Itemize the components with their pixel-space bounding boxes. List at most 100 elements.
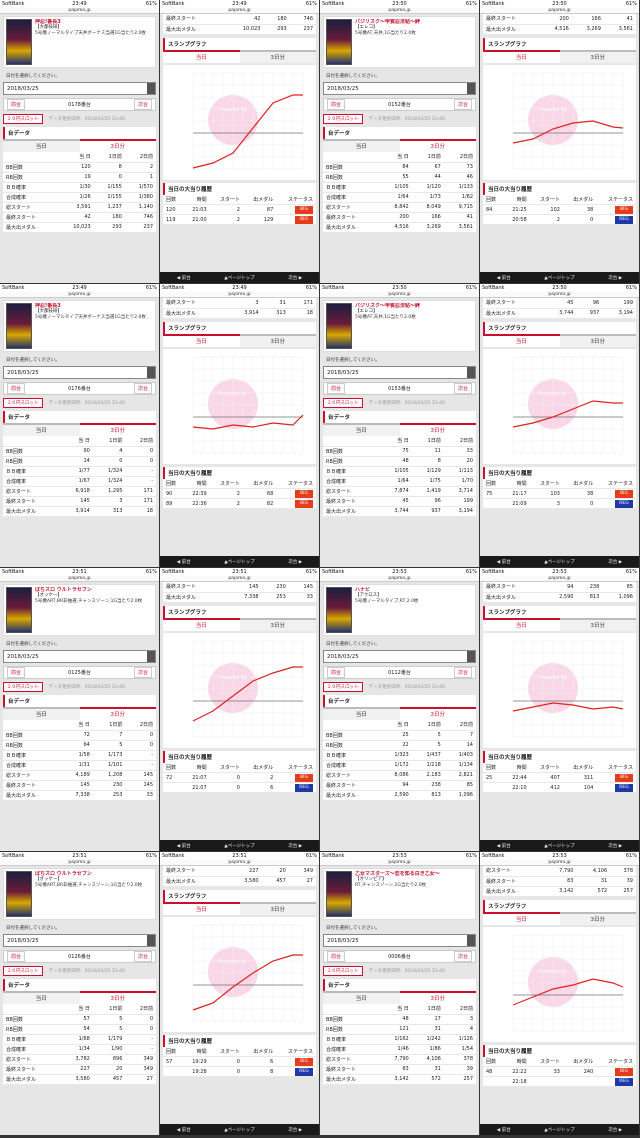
tab-3day[interactable]: 3日分 xyxy=(399,707,476,720)
tab-today[interactable]: 当日 xyxy=(483,333,560,347)
machine-name[interactable]: ハナビ xyxy=(355,587,371,593)
prev-unit-link[interactable]: ◀ 前台 xyxy=(176,843,191,849)
prev-unit-link[interactable]: ◀ 前台 xyxy=(496,1127,511,1133)
next-unit-link[interactable]: 次台 ▶ xyxy=(608,843,623,849)
date-select[interactable]: 2018/03/25 xyxy=(323,650,476,663)
tab-today[interactable]: 当日 xyxy=(3,707,80,720)
slot-type-button[interactable]: ２０円スロット xyxy=(323,966,363,976)
url-bar[interactable]: papimo.jp xyxy=(320,8,479,14)
url-bar[interactable]: papimo.jp xyxy=(480,292,639,298)
prev-unit-button[interactable]: 前台 xyxy=(327,667,346,678)
prev-unit-link[interactable]: ◀ 前台 xyxy=(496,843,511,849)
slot-type-button[interactable]: ２０円スロット xyxy=(323,682,363,692)
slot-type-button[interactable]: ２０円スロット xyxy=(3,398,43,408)
tab-today[interactable]: 当日 xyxy=(483,49,560,63)
tab-today[interactable]: 当日 xyxy=(163,333,240,347)
url-bar[interactable]: papimo.jp xyxy=(160,576,319,582)
page-top-link[interactable]: ▲ページトップ xyxy=(544,559,575,565)
machine-name[interactable]: バジリスク〜甲賀忍法帖〜絆 xyxy=(355,303,421,309)
tab-today[interactable]: 当日 xyxy=(163,49,240,63)
machine-name[interactable]: ぱちスロ ウルトラセブン xyxy=(35,587,92,593)
url-bar[interactable]: papimo.jp xyxy=(160,860,319,866)
page-top-link[interactable]: ▲ページトップ xyxy=(224,275,255,281)
tab-3day[interactable]: 3日分 xyxy=(239,901,316,915)
slot-type-button[interactable]: ２０円スロット xyxy=(3,114,43,124)
page-top-link[interactable]: ▲ページトップ xyxy=(544,1127,575,1133)
url-bar[interactable]: papimo.jp xyxy=(480,860,639,866)
prev-unit-button[interactable]: 前台 xyxy=(327,383,346,394)
url-bar[interactable]: papimo.jp xyxy=(160,292,319,298)
tab-3day[interactable]: 3日分 xyxy=(79,707,156,720)
page-top-link[interactable]: ▲ページトップ xyxy=(544,275,575,281)
next-unit-link[interactable]: 次台 ▶ xyxy=(608,559,623,565)
tab-3day[interactable]: 3日分 xyxy=(239,333,316,347)
next-unit-button[interactable]: 次台 xyxy=(133,951,152,962)
tab-3day[interactable]: 3日分 xyxy=(399,991,476,1004)
date-select[interactable]: 2018/03/25 xyxy=(3,366,156,379)
url-bar[interactable]: papimo.jp xyxy=(320,860,479,866)
date-select[interactable]: 2018/03/25 xyxy=(3,934,156,947)
tab-today[interactable]: 当日 xyxy=(323,423,400,436)
next-unit-button[interactable]: 次台 xyxy=(453,667,472,678)
machine-name[interactable]: バジリスク〜甲賀忍法帖〜絆 xyxy=(355,19,421,25)
prev-unit-button[interactable]: 前台 xyxy=(7,667,26,678)
date-select[interactable]: 2018/03/25 xyxy=(3,650,156,663)
page-top-link[interactable]: ▲ページトップ xyxy=(544,843,575,849)
slot-type-button[interactable]: ２０円スロット xyxy=(3,682,43,692)
slot-type-button[interactable]: ２０円スロット xyxy=(3,966,43,976)
page-top-link[interactable]: ▲ページトップ xyxy=(224,1127,255,1133)
tab-today[interactable]: 当日 xyxy=(323,707,400,720)
tab-today[interactable]: 当日 xyxy=(163,617,240,631)
tab-today[interactable]: 当日 xyxy=(483,911,560,925)
prev-unit-link[interactable]: ◀ 前台 xyxy=(176,1127,191,1133)
prev-unit-link[interactable]: ◀ 前台 xyxy=(496,559,511,565)
url-bar[interactable]: papimo.jp xyxy=(0,860,159,866)
url-bar[interactable]: papimo.jp xyxy=(0,8,159,14)
tab-today[interactable]: 当日 xyxy=(3,139,80,152)
date-select[interactable]: 2018/03/25 xyxy=(323,82,476,95)
machine-name[interactable]: 乙女マスターズ〜恋を知る白き乙女〜 xyxy=(355,871,440,877)
tab-today[interactable]: 当日 xyxy=(323,991,400,1004)
tab-3day[interactable]: 3日分 xyxy=(79,423,156,436)
prev-unit-link[interactable]: ◀ 前台 xyxy=(496,275,511,281)
tab-3day[interactable]: 3日分 xyxy=(239,49,316,63)
tab-3day[interactable]: 3日分 xyxy=(559,617,636,631)
next-unit-link[interactable]: 次台 ▶ xyxy=(288,275,303,281)
page-top-link[interactable]: ▲ページトップ xyxy=(224,843,255,849)
tab-today[interactable]: 当日 xyxy=(483,617,560,631)
tab-3day[interactable]: 3日分 xyxy=(399,139,476,152)
next-unit-button[interactable]: 次台 xyxy=(133,383,152,394)
tab-today[interactable]: 当日 xyxy=(3,423,80,436)
prev-unit-button[interactable]: 前台 xyxy=(7,383,26,394)
tab-3day[interactable]: 3日分 xyxy=(399,423,476,436)
next-unit-link[interactable]: 次台 ▶ xyxy=(608,275,623,281)
next-unit-button[interactable]: 次台 xyxy=(133,667,152,678)
url-bar[interactable]: papimo.jp xyxy=(320,576,479,582)
next-unit-button[interactable]: 次台 xyxy=(133,99,152,110)
tab-today[interactable]: 当日 xyxy=(3,991,80,1004)
prev-unit-link[interactable]: ◀ 前台 xyxy=(176,275,191,281)
url-bar[interactable]: papimo.jp xyxy=(0,292,159,298)
next-unit-link[interactable]: 次台 ▶ xyxy=(288,559,303,565)
page-top-link[interactable]: ▲ページトップ xyxy=(224,559,255,565)
next-unit-button[interactable]: 次台 xyxy=(453,99,472,110)
tab-today[interactable]: 当日 xyxy=(323,139,400,152)
prev-unit-link[interactable]: ◀ 前台 xyxy=(176,559,191,565)
next-unit-link[interactable]: 次台 ▶ xyxy=(608,1127,623,1133)
machine-name[interactable]: 押忍!番長3 xyxy=(35,19,61,25)
url-bar[interactable]: papimo.jp xyxy=(0,576,159,582)
url-bar[interactable]: papimo.jp xyxy=(320,292,479,298)
slot-type-button[interactable]: ２０円スロット xyxy=(323,398,363,408)
next-unit-link[interactable]: 次台 ▶ xyxy=(288,843,303,849)
machine-name[interactable]: ぱちスロ ウルトラセブン xyxy=(35,871,92,877)
slot-type-button[interactable]: ２０円スロット xyxy=(323,114,363,124)
date-select[interactable]: 2018/03/25 xyxy=(3,82,156,95)
tab-3day[interactable]: 3日分 xyxy=(239,617,316,631)
tab-today[interactable]: 当日 xyxy=(163,901,240,915)
next-unit-link[interactable]: 次台 ▶ xyxy=(288,1127,303,1133)
prev-unit-button[interactable]: 前台 xyxy=(327,99,346,110)
prev-unit-button[interactable]: 前台 xyxy=(7,99,26,110)
url-bar[interactable]: papimo.jp xyxy=(480,576,639,582)
url-bar[interactable]: papimo.jp xyxy=(480,8,639,14)
machine-name[interactable]: 押忍!番長3 xyxy=(35,303,61,309)
